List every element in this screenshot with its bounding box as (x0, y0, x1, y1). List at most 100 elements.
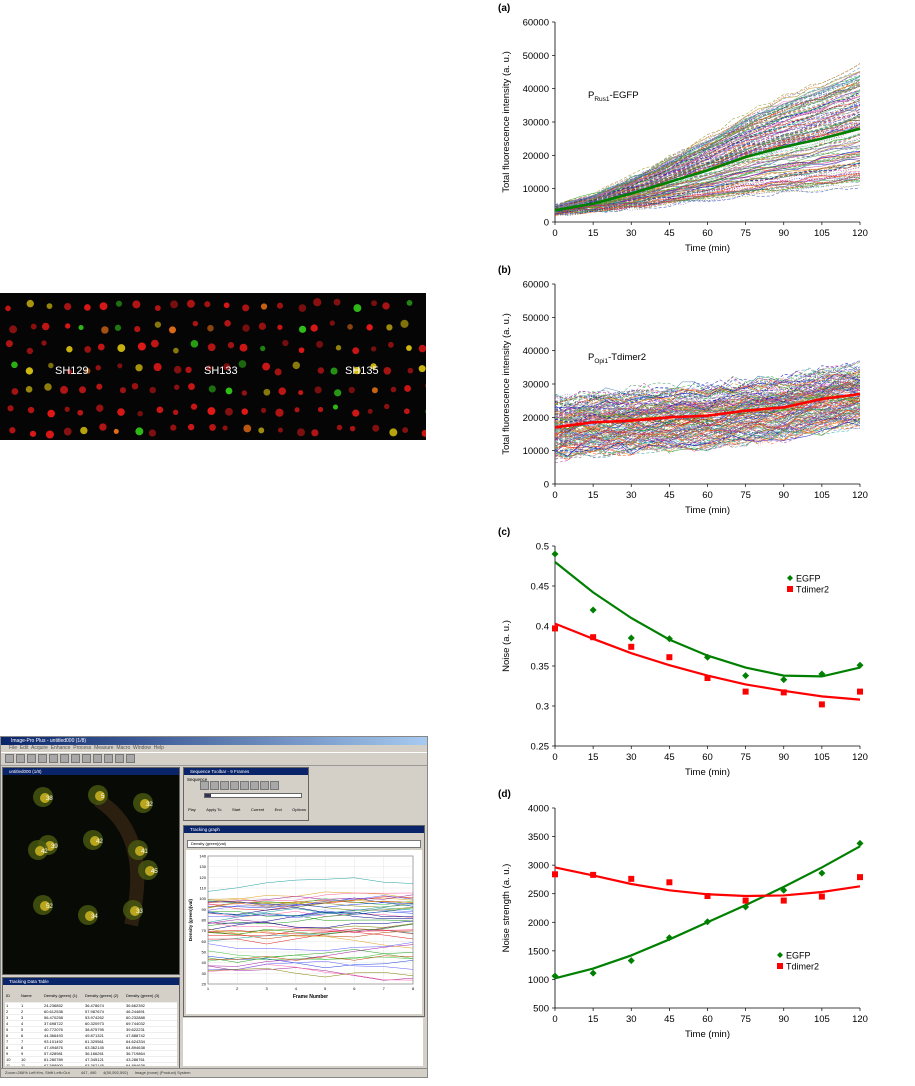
y-tick-label: 10000 (523, 184, 549, 195)
x-tick-label: 0 (552, 1014, 557, 1025)
table-header-cell: ID (6, 994, 10, 998)
trace-line (554, 392, 861, 433)
cell-dot (114, 324, 122, 331)
menu-window[interactable]: Window (133, 745, 151, 751)
image-window-title: untitled000 (1/8) (3, 768, 179, 775)
trace-line (554, 172, 861, 215)
seq-play-button[interactable]: Play (188, 807, 196, 812)
cell-dot (25, 385, 33, 393)
frame-slider[interactable] (204, 793, 302, 798)
tool-zoom-icon[interactable] (82, 754, 91, 763)
x-tick-label: 60 (702, 228, 713, 239)
table-row[interactable]: 2 2 60.612538 57.987674 46.244891 (5, 1009, 177, 1015)
table-row[interactable]: 7 7 93.101492 61.329561 64.624334 (5, 1039, 177, 1045)
table-row[interactable]: 8 8 47.494876 63.362145 64.894638 (5, 1045, 177, 1051)
data-point-egfp (856, 839, 864, 847)
graph-track-line (207, 892, 414, 905)
menu-macro[interactable]: Macro (116, 745, 131, 751)
trace-line (554, 181, 861, 216)
data-point-tdimer2 (628, 643, 635, 650)
data-point-tdimer2 (742, 897, 749, 904)
menu-measure[interactable]: Measure (94, 745, 114, 751)
y-tick-label: 2000 (528, 918, 549, 929)
menu-acquire[interactable]: Acquire (30, 745, 48, 751)
tool-measure-icon[interactable] (93, 754, 102, 763)
seq-current-button[interactable]: Current (250, 807, 265, 812)
menu-edit[interactable]: Edit (19, 745, 29, 751)
tool-count-icon[interactable] (115, 754, 124, 763)
fast-forward-icon[interactable] (270, 781, 279, 790)
tool-ellipse-icon[interactable] (71, 754, 80, 763)
data-point-egfp (704, 653, 711, 661)
graph-measure-dropdown[interactable]: Density (green)(val) (187, 840, 421, 848)
y-tick-label: 0.5 (536, 542, 549, 553)
tool-open-icon[interactable] (5, 754, 14, 763)
cell-dot (330, 367, 338, 375)
app-toolbar (1, 752, 427, 766)
table-row[interactable]: 3 3 56.470258 53.974262 60.232888 (5, 1015, 177, 1021)
table-cell: 10 (6, 1057, 11, 1062)
menu-file[interactable]: File (9, 745, 18, 751)
table-cell: 61.329561 (85, 1039, 104, 1044)
trace-line (554, 400, 861, 442)
trace-line (554, 92, 861, 207)
table-row[interactable]: 6 6 44.366493 49.871321 47.888742 (5, 1033, 177, 1039)
seq-options-button[interactable]: Options (292, 807, 306, 812)
table-row[interactable]: 5 5 40.772076 38.875795 39.622231 (5, 1027, 177, 1033)
cell-dot (384, 403, 390, 410)
cell-dot (347, 324, 353, 330)
table-row[interactable]: 11 11 67.588900 63.362145 64.894638 (5, 1063, 177, 1066)
graph-track-line (207, 877, 414, 892)
tool-rect-icon[interactable] (60, 754, 69, 763)
tool-copy-icon[interactable] (38, 754, 47, 763)
play-icon[interactable] (250, 781, 259, 790)
cell-dot (311, 429, 319, 437)
status-mode: Image (none) (Product) System (134, 1070, 191, 1075)
cell-dot (11, 361, 18, 369)
graph-track-line (207, 944, 414, 967)
trace-line (554, 371, 861, 416)
menu-enhance[interactable]: Enhance (50, 745, 71, 751)
graph-track-line (207, 930, 414, 940)
trace-line (554, 360, 861, 399)
trace-line (554, 122, 861, 212)
frame-slider-thumb[interactable] (205, 794, 211, 797)
tool-track-icon[interactable] (126, 754, 135, 763)
tool-save-icon[interactable] (16, 754, 25, 763)
table-row[interactable]: 1 1 24.236852 36.478674 36.662392 (5, 1003, 177, 1009)
rewind-icon[interactable] (200, 781, 209, 790)
trace-line (554, 84, 861, 209)
cell-dot (317, 367, 325, 374)
menu-process[interactable]: Process (73, 745, 92, 751)
step-forward-icon[interactable] (260, 781, 269, 790)
seq-apply-button[interactable]: Apply To (206, 807, 222, 812)
step-back-icon[interactable] (210, 781, 219, 790)
cell-dot (418, 365, 426, 373)
seq-start-button[interactable]: Start (231, 807, 241, 812)
trace-line (554, 174, 861, 213)
data-point-tdimer2 (818, 701, 825, 708)
trace-line (554, 420, 861, 459)
seq-end-button[interactable]: End (274, 807, 282, 812)
table-row[interactable]: 9 9 57.428981 36.166261 36.719864 (5, 1051, 177, 1057)
tool-histogram-icon[interactable] (104, 754, 113, 763)
table-header-row: ID Name Density (green) (1) Density (green)… (5, 994, 177, 1003)
cell-dot (366, 324, 373, 331)
graph-xtick: 7 (383, 986, 386, 991)
table-row[interactable]: 10 10 61.280789 47.345121 43.286761 (5, 1057, 177, 1063)
tool-print-icon[interactable] (27, 754, 36, 763)
cell-dot (333, 298, 341, 306)
trace-line (554, 96, 861, 211)
pause-icon[interactable] (240, 781, 249, 790)
table-row[interactable]: 4 4 37.698722 60.320973 69.744032 (5, 1021, 177, 1027)
tool-select-icon[interactable] (49, 754, 58, 763)
cell-dot (119, 387, 127, 394)
menu-help[interactable]: Help (153, 745, 164, 751)
table-header-cell: Density (green) (2) (85, 994, 119, 998)
cell-dot (349, 425, 356, 432)
graph-track-line (207, 904, 414, 916)
start-icon[interactable] (220, 781, 229, 790)
cell-dot (135, 427, 144, 436)
stop-icon[interactable] (230, 781, 239, 790)
cell-dot (156, 406, 164, 414)
